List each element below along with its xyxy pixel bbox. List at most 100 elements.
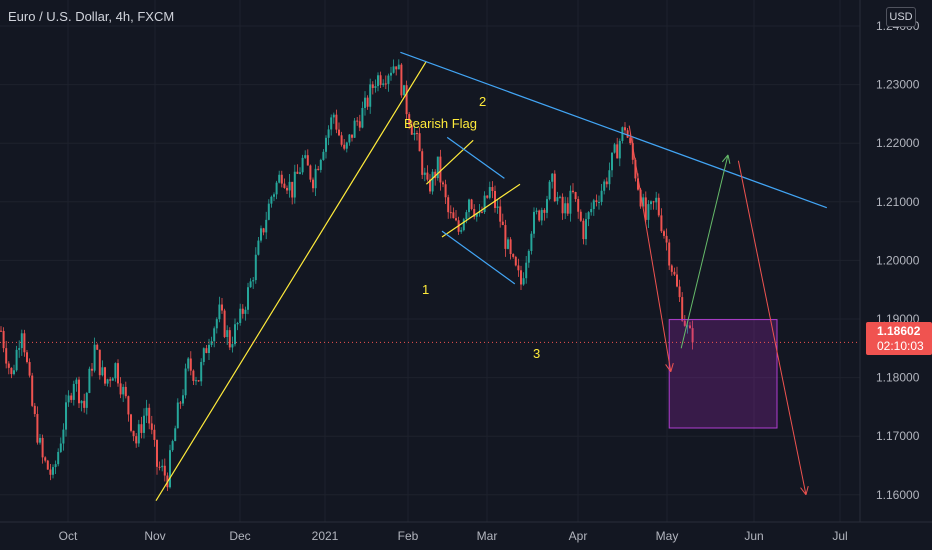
candle-body-239 xyxy=(621,127,624,141)
candle-body-216 xyxy=(561,196,564,214)
candle-body-26 xyxy=(67,395,70,403)
candle-body-241 xyxy=(626,130,629,138)
candle-body-115 xyxy=(299,172,301,174)
candle-body-181 xyxy=(470,199,473,209)
point-1-label: 1 xyxy=(422,282,429,297)
candle-body-148 xyxy=(384,83,387,85)
candle-body-23 xyxy=(59,443,62,452)
candle-body-94 xyxy=(244,309,247,314)
candle-body-89 xyxy=(231,344,234,348)
candle-body-79 xyxy=(205,348,208,353)
candle-body-166 xyxy=(431,171,434,192)
candle-body-224 xyxy=(582,220,585,240)
candle-body-37 xyxy=(96,344,99,350)
time-axis[interactable]: Oct Nov Dec 2021 Feb Mar Apr May Jun Jul xyxy=(0,521,932,550)
candle-body-100 xyxy=(260,228,262,241)
candle-body-74 xyxy=(192,370,195,381)
candle-body-66 xyxy=(171,441,174,451)
candle-body-238 xyxy=(618,140,621,159)
candle-body-162 xyxy=(421,151,424,175)
candle-body-138 xyxy=(358,121,361,128)
time-tick-2: Dec xyxy=(229,529,250,543)
candle-body-198 xyxy=(514,256,517,266)
candle-body-11 xyxy=(28,362,31,376)
candle-body-114 xyxy=(296,171,299,174)
price-tick-7: 1.23000 xyxy=(876,78,920,92)
candle-body-59 xyxy=(153,429,156,440)
candle-body-217 xyxy=(564,203,567,214)
candle-body-5 xyxy=(13,370,15,375)
candle-body-152 xyxy=(395,66,398,70)
candle-body-164 xyxy=(426,172,429,180)
candle-body-142 xyxy=(369,84,372,107)
candle-body-105 xyxy=(273,194,275,197)
candle-body-215 xyxy=(559,196,561,198)
candle-body-99 xyxy=(257,240,260,255)
candle-body-90 xyxy=(234,324,236,345)
candle-body-19 xyxy=(49,469,52,475)
red-arrow-down-to-3-head-1 xyxy=(665,364,672,373)
candle-body-51 xyxy=(132,430,135,437)
candle-body-161 xyxy=(418,133,421,152)
candle-body-95 xyxy=(247,287,249,310)
candle-body-116 xyxy=(301,157,304,173)
candle-body-124 xyxy=(322,151,325,160)
red-arrow-down-final xyxy=(737,160,807,495)
candle-body-132 xyxy=(343,144,346,149)
yellow-uptrend xyxy=(155,60,427,501)
candle-body-71 xyxy=(184,368,187,396)
candle-body-158 xyxy=(410,125,413,135)
candle-body-72 xyxy=(187,358,190,369)
candle-body-263 xyxy=(683,320,686,326)
candle-body-73 xyxy=(189,358,192,371)
candle-body-108 xyxy=(280,174,283,184)
candle-body-25 xyxy=(65,402,67,430)
candle-body-139 xyxy=(361,107,364,128)
candle-body-16 xyxy=(41,437,44,458)
candle-body-175 xyxy=(455,218,457,221)
trendlines xyxy=(155,51,828,501)
candle-body-185 xyxy=(481,211,483,213)
candle-body-13 xyxy=(33,405,36,415)
candle-body-128 xyxy=(332,114,335,118)
candle-body-3 xyxy=(7,363,10,368)
flag-upper xyxy=(425,139,474,185)
chart-title: Euro / U.S. Dollar, 4h, FXCM xyxy=(8,9,175,24)
candle-body-243 xyxy=(631,143,634,160)
candle-body-56 xyxy=(145,407,148,416)
candle-body-57 xyxy=(148,407,151,424)
candle-body-97 xyxy=(252,280,255,282)
candle-body-113 xyxy=(293,171,296,198)
candle-body-84 xyxy=(218,304,221,320)
candle-body-246 xyxy=(639,189,642,207)
candle-body-28 xyxy=(72,383,75,400)
candle-body-235 xyxy=(611,152,613,171)
candle-body-208 xyxy=(540,209,543,221)
candle-body-22 xyxy=(57,451,60,465)
candle-body-85 xyxy=(221,304,223,311)
candle-body-196 xyxy=(509,239,512,255)
candle-body-121 xyxy=(314,168,317,189)
candle-body-112 xyxy=(291,181,294,198)
candle-body-4 xyxy=(10,367,13,375)
candle-body-258 xyxy=(670,265,673,272)
candle-body-123 xyxy=(319,159,322,170)
time-tick-6: Apr xyxy=(569,529,588,543)
candle-body-122 xyxy=(317,168,320,170)
candle-body-10 xyxy=(26,352,28,363)
price-tick-5: 1.21000 xyxy=(876,195,920,209)
candle-body-210 xyxy=(546,199,548,213)
candle-body-77 xyxy=(200,361,203,382)
candle-body-15 xyxy=(39,437,41,443)
candle-body-31 xyxy=(80,400,83,404)
candle-body-119 xyxy=(309,165,312,180)
candle-body-153 xyxy=(397,64,400,70)
currency-button[interactable]: USD xyxy=(886,7,916,27)
time-tick-5: Mar xyxy=(477,529,498,543)
candle-body-38 xyxy=(98,349,101,376)
candle-body-62 xyxy=(161,465,164,468)
candle-body-159 xyxy=(413,132,416,135)
candle-body-133 xyxy=(345,142,348,149)
